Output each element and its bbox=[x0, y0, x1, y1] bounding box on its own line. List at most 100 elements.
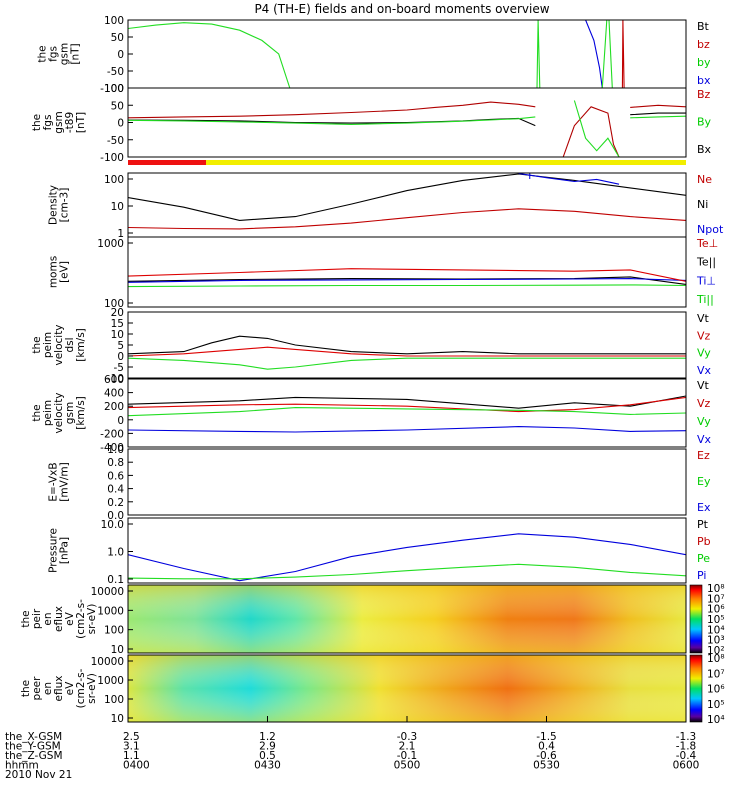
mode-bar-red-segment bbox=[128, 160, 206, 165]
series-line-by bbox=[573, 100, 620, 157]
footer-value: 0530 bbox=[533, 760, 560, 772]
legend-entry: Vt bbox=[697, 379, 710, 392]
y-tick-label: 10.0 bbox=[101, 519, 124, 531]
legend-entry: Vy bbox=[697, 415, 711, 428]
y-axis-label-line: [nT] bbox=[75, 112, 87, 133]
legend-entry: By bbox=[697, 116, 712, 129]
series-line-bx bbox=[585, 20, 603, 88]
legend-entry: Ni bbox=[697, 198, 708, 211]
y-axis-label-line: en bbox=[42, 682, 54, 695]
legend-entry: Npot bbox=[697, 223, 724, 236]
y-tick-label: -10 bbox=[107, 373, 124, 385]
y-tick-label: -100 bbox=[100, 83, 124, 95]
panel-7: 1.00.80.6 0.40.20.0 E=-VxB [mV/m] Ez Ey Ex bbox=[48, 444, 711, 522]
legend-entry: Bt bbox=[697, 20, 710, 33]
series-line-bz bbox=[562, 106, 620, 157]
series-line-ne bbox=[128, 208, 686, 230]
panel-4: 1000 100 moms [eV] Te⊥ Te|| Ti⊥ Ti|| bbox=[48, 236, 718, 310]
panel-frame bbox=[127, 19, 687, 89]
panel-3: 100 10 1 Density [cm-3] Ne Ni Npot bbox=[48, 172, 724, 240]
spectrogram-overlay bbox=[128, 655, 686, 722]
y-tick-label: -400 bbox=[100, 442, 124, 454]
y-tick-label: 1 bbox=[117, 228, 124, 240]
y-axis-label-line: velocity bbox=[53, 392, 65, 433]
y-axis-label-line: eflux bbox=[53, 676, 65, 702]
y-axis-label-line: (cm2-s- bbox=[75, 668, 87, 708]
y-tick-label: 50 bbox=[111, 100, 124, 112]
colorbar bbox=[689, 584, 703, 654]
series-line-vz bbox=[128, 346, 686, 357]
legend-entry: Te⊥ bbox=[696, 237, 718, 250]
colorbar-tick-label: 10⁸ bbox=[707, 653, 725, 665]
footer-value: 2.5 bbox=[123, 731, 140, 743]
y-tick-label: 0 bbox=[117, 415, 124, 427]
y-axis-label-line: moms bbox=[48, 256, 60, 288]
panel-frame bbox=[127, 517, 687, 584]
legend-entry: Vy bbox=[697, 347, 711, 360]
legend-entry: Vx bbox=[697, 433, 712, 446]
panel-1: 100 50 0 -50 -100 the fgs gsm [nT] Bt bz by bx bbox=[37, 15, 711, 95]
panel-frame bbox=[127, 448, 687, 516]
y-axis-label-line: eV bbox=[64, 681, 76, 695]
legend-entry: Ne bbox=[697, 173, 712, 186]
footer-value: -0.3 bbox=[397, 731, 418, 743]
legend-entry: Vx bbox=[697, 364, 712, 377]
y-tick-label: 100 bbox=[104, 83, 124, 95]
y-axis-label-line: the bbox=[31, 336, 43, 353]
series-line-ti⊥ bbox=[128, 278, 686, 283]
y-axis-label-line: peim bbox=[42, 332, 54, 358]
footer-value: 1.2 bbox=[259, 731, 276, 743]
footer-value: 1.1 bbox=[123, 750, 140, 762]
footer-value: 0500 bbox=[394, 760, 421, 772]
y-tick-label: 1000 bbox=[97, 675, 124, 687]
footer-value: -1.3 bbox=[676, 731, 697, 743]
y-axis-label-line: gsm bbox=[59, 43, 71, 65]
panel-frame bbox=[127, 236, 687, 308]
series-line-pe bbox=[128, 563, 686, 580]
y-tick-label: 0.0 bbox=[107, 510, 124, 522]
colorbar-tick-label: 10⁶ bbox=[707, 684, 725, 696]
y-tick-label: -5 bbox=[114, 362, 124, 374]
series-line-ni bbox=[128, 173, 686, 221]
y-tick-label: 15 bbox=[111, 318, 124, 330]
legend-entry: Vt bbox=[697, 312, 710, 325]
figure-title: P4 (TH-E) fields and on-board moments ov… bbox=[254, 2, 549, 16]
series-line-vy bbox=[128, 357, 686, 370]
y-tick-label: 100 bbox=[104, 694, 124, 706]
y-tick-label: 100 bbox=[104, 15, 124, 27]
panel-frame bbox=[127, 311, 687, 379]
panel-2: 100 50 0 -50 -100 the fgs gsm -t89 [nT] Bz By Bx bbox=[31, 83, 712, 164]
y-axis-label-line: fgs bbox=[42, 115, 54, 131]
colorbar-tick-label: 10³ bbox=[707, 635, 725, 647]
footer-value: 0.4 bbox=[538, 741, 555, 753]
y-tick-label: -50 bbox=[107, 66, 124, 78]
legend-entry: Ez bbox=[697, 449, 710, 462]
legend-entry: Ti|| bbox=[696, 293, 714, 306]
series-line-te⊥ bbox=[128, 268, 686, 282]
legend-entry: Ey bbox=[697, 475, 711, 488]
y-axis-label-line: [eV] bbox=[59, 261, 71, 283]
footer-value: 0430 bbox=[254, 760, 281, 772]
series-line-by bbox=[128, 116, 536, 125]
y-axis-label-line: the bbox=[31, 404, 43, 421]
y-axis-label-line: [km/s] bbox=[75, 328, 87, 362]
colorbar-tick-label: 10² bbox=[707, 645, 725, 657]
footer-row-label: the_Z-GSM bbox=[5, 750, 63, 762]
legend-entry: Pi bbox=[697, 569, 706, 582]
y-axis-label-line: peim bbox=[42, 400, 54, 426]
y-axis-label-line: gsm bbox=[53, 111, 65, 133]
y-axis-label-line: [cm-3] bbox=[59, 188, 71, 223]
y-tick-label: 10000 bbox=[91, 586, 124, 598]
y-tick-label: 0 bbox=[117, 118, 124, 130]
series-line-bz bbox=[128, 101, 536, 119]
y-axis-label-line: sr-eV) bbox=[86, 604, 98, 635]
legend-entry: Pt bbox=[697, 518, 709, 531]
panel-10: 10⁸ 10⁷ 10⁶ 10⁵ 10⁴ 10000 1000 100 10 the peer en ef… bbox=[20, 653, 725, 726]
panel-8: 10.0 1.0 0.1 Pressure [nPa] Pt Pb Pe Pi bbox=[48, 517, 711, 586]
y-tick-label: 600 bbox=[104, 374, 124, 386]
colorbar-tick-label: 10⁷ bbox=[707, 593, 725, 605]
y-axis-label-line: peir bbox=[31, 608, 43, 629]
series-line-pi bbox=[128, 533, 686, 582]
